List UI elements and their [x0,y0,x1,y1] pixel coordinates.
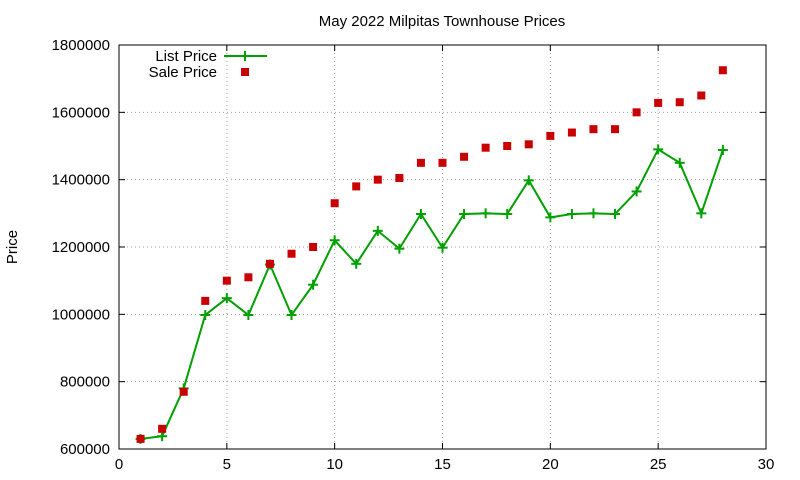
data-point [415,209,426,220]
data-point [588,208,599,219]
data-point [481,143,490,152]
data-point [200,310,211,321]
data-point [589,125,598,134]
data-point [460,152,469,161]
data-point [546,131,555,140]
x-tick-label: 0 [115,456,123,473]
data-point [244,273,253,282]
data-point [674,157,685,168]
data-point [372,225,383,236]
series-line [140,147,724,440]
chart-title: May 2022 Milpitas Townhouse Prices [319,13,566,30]
data-point [222,276,231,285]
data-point [631,186,642,197]
data-point [373,175,382,184]
legend-marker [240,51,250,61]
data-point [136,434,145,443]
x-tick-label: 10 [326,456,343,473]
legend-label: Sale Price [149,64,217,81]
y-tick-label: 1400000 [52,172,110,189]
data-point [352,182,361,191]
axis-ticks: 0 5 10 15 20 25 30 600000 800000 1000000 1200000 14… [52,37,775,473]
data-point [480,208,491,219]
y-tick-label: 1000000 [52,306,110,323]
data-layer [135,66,728,444]
data-point [545,212,556,223]
data-point [697,91,706,100]
data-point [329,235,340,246]
data-point [351,258,362,269]
data-point [653,144,664,155]
data-point [243,310,254,321]
data-point [287,249,296,258]
data-point [416,158,425,167]
data-point [330,199,339,208]
y-tick-label: 800000 [60,374,110,391]
x-tick-label: 20 [542,456,559,473]
data-point [610,209,621,220]
data-point [308,279,319,290]
data-point [675,98,684,107]
data-point [286,310,297,321]
data-point [632,108,641,117]
data-point [394,243,405,254]
series-list-price [135,144,728,444]
data-point [654,98,663,107]
data-point [157,431,168,442]
data-point [265,259,274,268]
data-point [459,209,470,220]
y-tick-label: 1800000 [52,37,110,54]
x-tick-label: 15 [434,456,451,473]
legend-marker [241,68,249,76]
data-point [221,293,232,304]
data-point [503,142,512,150]
data-point [438,158,447,167]
data-point [437,242,448,253]
data-point [201,296,210,305]
data-point [309,243,318,251]
y-tick-label: 1200000 [52,239,110,256]
data-point [717,145,728,156]
series-sale-price [136,66,727,443]
data-point [158,424,167,433]
y-tick-label: 1600000 [52,104,110,121]
data-point [567,128,576,137]
data-point [179,387,188,396]
data-point [523,175,534,186]
grid [119,45,766,449]
data-point [524,140,533,149]
data-point [566,209,577,220]
data-point [718,66,727,75]
y-axis-label: Price [4,230,21,264]
y-tick-label: 600000 [60,441,110,458]
data-point [502,209,513,220]
legend-label: List Price [155,48,217,65]
data-point [696,208,707,219]
data-point [611,125,620,134]
x-tick-label: 5 [223,456,231,473]
x-tick-label: 25 [650,456,667,473]
data-point [395,173,404,182]
x-tick-label: 30 [758,456,775,473]
